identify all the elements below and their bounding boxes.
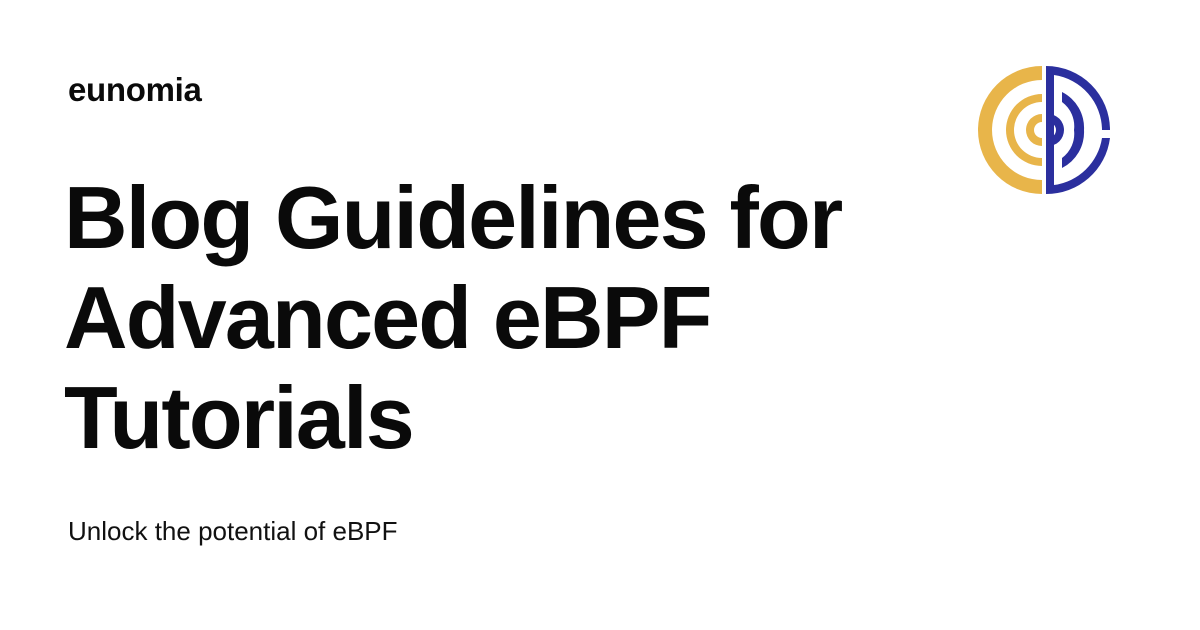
logo-gold-half: [978, 66, 1042, 194]
post-subtitle: Unlock the potential of eBPF: [68, 516, 398, 546]
eunomia-logo-icon: [978, 66, 1110, 195]
logo-navy-half: [1046, 66, 1110, 195]
post-title: Blog Guidelines for Advanced eBPF Tutori…: [64, 168, 843, 467]
brand-name: eunomia: [68, 71, 202, 108]
